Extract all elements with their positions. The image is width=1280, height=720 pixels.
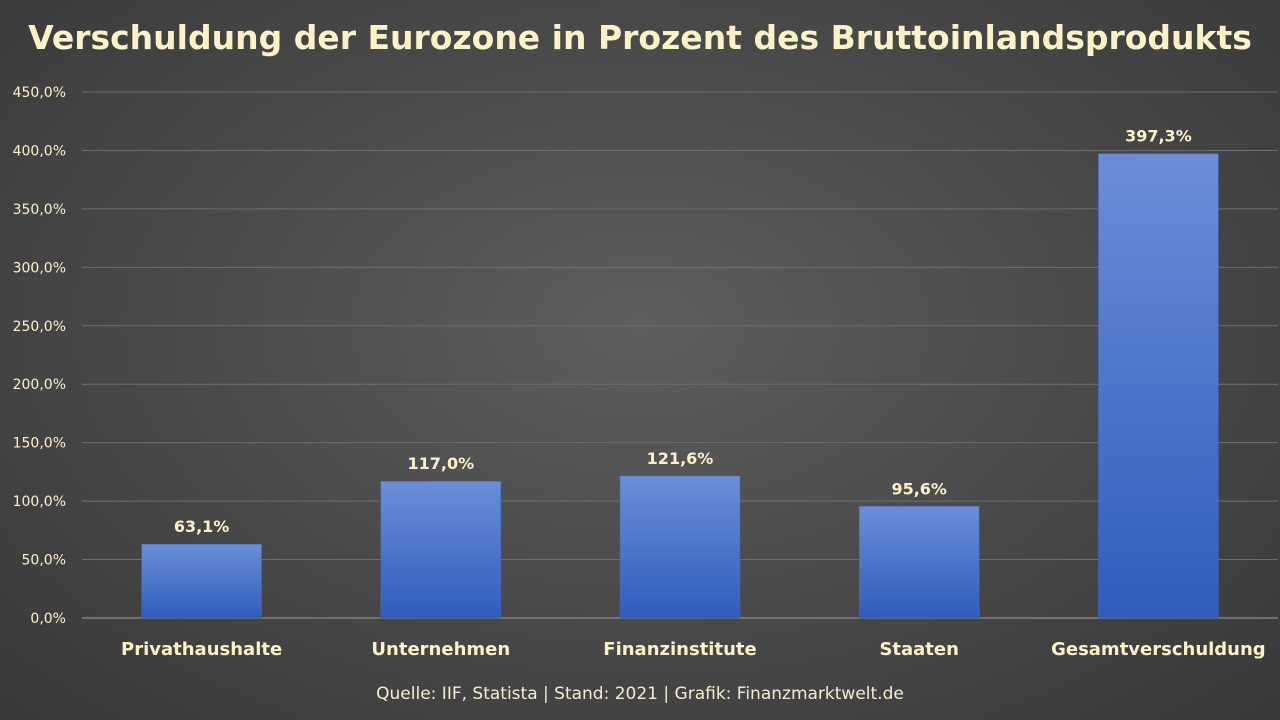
x-tick-label: Privathaushalte (121, 639, 282, 660)
chart-title: Verschuldung der Eurozone in Prozent des… (28, 18, 1252, 57)
y-tick-label: 250,0% (13, 319, 66, 335)
y-tick-label: 200,0% (13, 377, 66, 393)
y-tick-label: 100,0% (13, 494, 66, 510)
bar-gesamtverschuldung (1098, 153, 1219, 619)
bar-staaten (858, 506, 980, 619)
bar-unternehmen (380, 480, 502, 619)
x-tick-label: Finanzinstitute (603, 639, 756, 660)
y-tick-label: 150,0% (13, 436, 66, 452)
data-label: 63,1% (174, 517, 230, 536)
y-tick-label: 0,0% (30, 611, 66, 627)
y-tick-label: 50,0% (22, 553, 66, 569)
x-tick-label: Gesamtverschuldung (1051, 639, 1266, 660)
y-tick-label: 400,0% (13, 143, 66, 159)
x-tick-label: Staaten (879, 639, 959, 660)
y-tick-label: 350,0% (13, 202, 66, 218)
x-tick-label: Unternehmen (371, 639, 510, 660)
data-labels: 63,1% 117,0% 121,6% 95,6% 397,3% (174, 127, 1192, 537)
data-label: 397,3% (1125, 127, 1192, 146)
bar-finanzinstitute (619, 475, 741, 619)
bar-privathaushalte (141, 543, 262, 619)
y-axis-tick-labels: 0,0% 50,0% 100,0% 150,0% 200,0% 250,0% 300,0% 3… (13, 85, 66, 627)
data-label: 95,6% (891, 479, 947, 498)
source-note: Quelle: IIF, Statista | Stand: 2021 | Gr… (376, 684, 904, 704)
bars (141, 153, 1219, 619)
x-axis-category-labels: Privathaushalte Unternehmen Finanzinstitut… (121, 639, 1266, 660)
data-label: 121,6% (647, 449, 714, 468)
y-tick-label: 450,0% (13, 85, 66, 101)
data-label: 117,0% (407, 454, 474, 473)
y-tick-label: 300,0% (13, 260, 66, 276)
